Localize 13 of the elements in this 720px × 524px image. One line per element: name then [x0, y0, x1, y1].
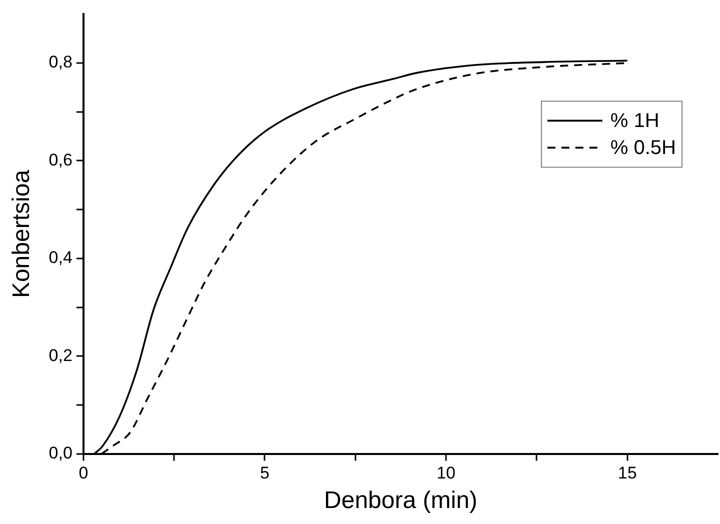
- x-tick-label: 0: [78, 464, 88, 483]
- legend-label: % 1H: [610, 110, 660, 132]
- legend-label: % 0.5H: [610, 137, 676, 160]
- x-tick-label: 10: [436, 464, 456, 483]
- y-tick-label: 0,8: [48, 52, 72, 72]
- x-tick-label: 15: [618, 464, 637, 483]
- y-tick-label: 0,6: [48, 150, 72, 170]
- x-tick-label: 5: [260, 464, 270, 483]
- y-tick-label: 0,4: [48, 248, 72, 268]
- y-tick-label: 0,2: [48, 346, 72, 365]
- y-axis-title: Konbertsioa: [8, 169, 36, 298]
- y-tick-label: 0,0: [48, 443, 72, 462]
- x-axis-title: Denbora (min): [324, 487, 478, 514]
